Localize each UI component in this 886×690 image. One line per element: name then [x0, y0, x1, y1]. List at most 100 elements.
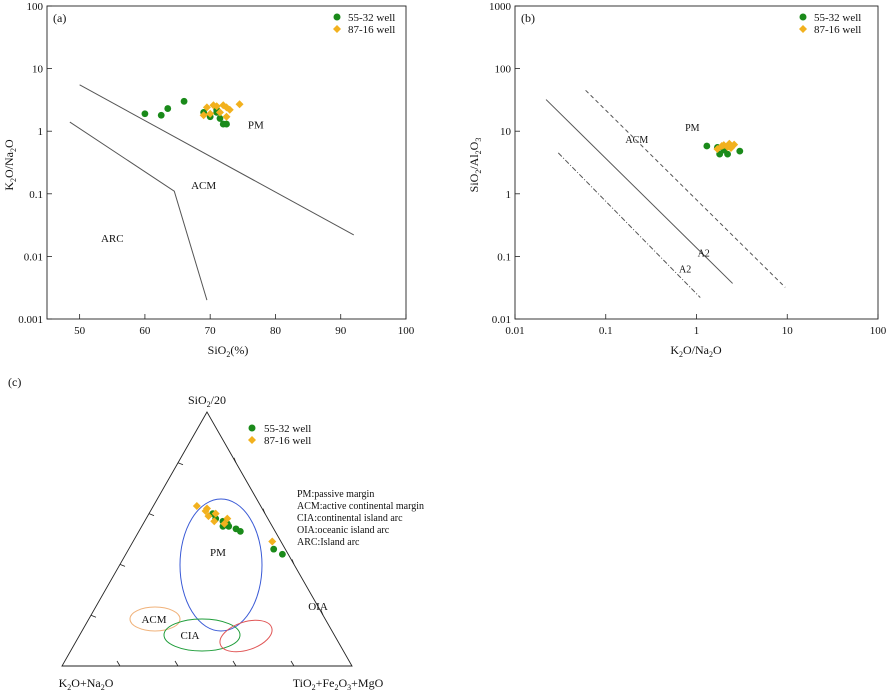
data-point [204, 512, 213, 521]
legend-label-87-16: 87-16 well [264, 435, 311, 447]
legend-label-55-32: 55-32 well [814, 12, 861, 24]
data-point [192, 501, 201, 510]
legend-marker-55-32 [248, 424, 256, 432]
boundary-line [69, 121, 208, 301]
data-point [203, 504, 211, 513]
ternary-tick [119, 564, 126, 567]
field-cia-ellipse [163, 618, 241, 652]
data-point [727, 143, 736, 152]
x-tick-label: 70 [205, 325, 217, 337]
y-tick-label: 1 [38, 126, 44, 138]
data-point [211, 509, 220, 518]
field-acm-ellipse [129, 606, 181, 632]
note-oia: OIA:oceanic island arc [297, 525, 390, 536]
ternary-tick [174, 660, 179, 667]
data-point [225, 105, 234, 114]
ternary-tick [291, 559, 295, 565]
panel-a: (a) 50 60 70 80 90 100 0.001 0.01 0.1 1 10 100 SiO… [2, 1, 415, 359]
region-label: ARC [101, 233, 124, 245]
y-tick-label: 100 [495, 64, 512, 76]
ternary-tick [177, 462, 184, 466]
x-tick-label: 100 [870, 325, 886, 337]
panel-a-legend: 55-32 well 87-16 well [333, 12, 395, 36]
data-point [279, 550, 286, 558]
y-tick-label: 1000 [489, 1, 512, 13]
panel-b-y-axis-label: SiO2/Al2O3 [467, 138, 483, 193]
x-tick-label: 10 [782, 325, 794, 337]
x-tick-label: 60 [139, 325, 151, 337]
data-point [212, 102, 221, 111]
panel-c-data-points [192, 501, 286, 558]
panel-a-boundaries [69, 84, 355, 301]
ternary-triangle [61, 411, 353, 667]
note-acm: ACM:active continental margin [297, 501, 424, 512]
ternary-tick [232, 660, 237, 667]
panel-b-frame [514, 5, 879, 320]
ternary-tick [290, 660, 295, 667]
x-tick-label: 90 [335, 325, 347, 337]
ternary-tick [90, 614, 97, 618]
panel-a-data-points [141, 97, 244, 128]
data-point [210, 517, 219, 526]
data-point [736, 147, 744, 155]
legend-marker-87-16 [799, 25, 807, 33]
region-label: PM [248, 120, 264, 132]
data-point [157, 111, 165, 119]
panel-a-region-labels: PM ACM ARC [101, 120, 264, 245]
panel-b-x-axis-label: K2O/Na2O [670, 343, 722, 359]
panel-b-legend: 55-32 well 87-16 well [799, 12, 861, 36]
legend-label-55-32: 55-32 well [348, 12, 395, 24]
region-label: PM [685, 123, 700, 134]
region-label: A2 [679, 265, 691, 276]
legend-label-55-32: 55-32 well [264, 423, 311, 435]
data-point [141, 110, 149, 118]
panel-c-legend: 55-32 well 87-16 well [248, 423, 311, 447]
region-label: ACM [191, 180, 216, 192]
data-point [164, 105, 172, 112]
y-tick-label: 100 [27, 1, 44, 13]
region-label: A2 [698, 248, 710, 259]
field-pm-label: PM [210, 547, 226, 559]
panel-c-label: (c) [8, 375, 21, 389]
data-point [235, 100, 244, 109]
panel-b-y-ticks: 0.01 0.1 1 10 100 1000 [489, 1, 520, 326]
panel-b-region-labels: PM ACM A2 A2 [625, 123, 709, 275]
panel-b-x-ticks: 0.01 0.1 1 10 100 [505, 314, 886, 337]
y-tick-label: 10 [32, 64, 44, 76]
boundary-line-dashdot [557, 152, 701, 298]
note-arc: ARC:Island arc [297, 537, 360, 548]
data-point [216, 115, 224, 122]
x-tick-label: 50 [74, 325, 86, 337]
panel-b-data-points [703, 139, 744, 158]
legend-marker-87-16 [248, 436, 256, 444]
data-point [215, 108, 224, 117]
apex-right-label: TiO2+Fe2O3+MgO [293, 676, 384, 690]
ternary-ticks [90, 457, 324, 667]
ternary-tick [116, 660, 121, 667]
panel-c: (c) SiO2/20 K2O+Na2O TiO2+Fe2O3+MgO PM A… [8, 375, 424, 690]
data-point [716, 150, 724, 158]
legend-label-87-16: 87-16 well [348, 24, 395, 36]
data-point [202, 103, 211, 112]
data-point [717, 142, 726, 151]
data-point [223, 120, 230, 128]
x-tick-label: 0.01 [505, 325, 524, 337]
boundary-line-dashed [585, 89, 786, 288]
data-point [206, 109, 215, 118]
boundary-line-solid [545, 99, 733, 284]
ternary-tick [262, 508, 266, 514]
data-point [268, 537, 277, 546]
legend-marker-55-32 [799, 13, 807, 21]
y-tick-label: 0.01 [492, 314, 511, 326]
x-tick-label: 80 [270, 325, 282, 337]
panel-a-label: (a) [53, 11, 66, 25]
note-pm: PM:passive margin [297, 489, 374, 500]
panel-a-frame [46, 5, 407, 320]
data-point [270, 545, 278, 553]
region-label: ACM [625, 135, 648, 146]
y-tick-label: 10 [500, 126, 512, 138]
panel-a-y-ticks: 0.001 0.01 0.1 1 10 100 [18, 1, 52, 326]
field-cia-label: CIA [181, 630, 200, 642]
data-point [180, 97, 188, 105]
